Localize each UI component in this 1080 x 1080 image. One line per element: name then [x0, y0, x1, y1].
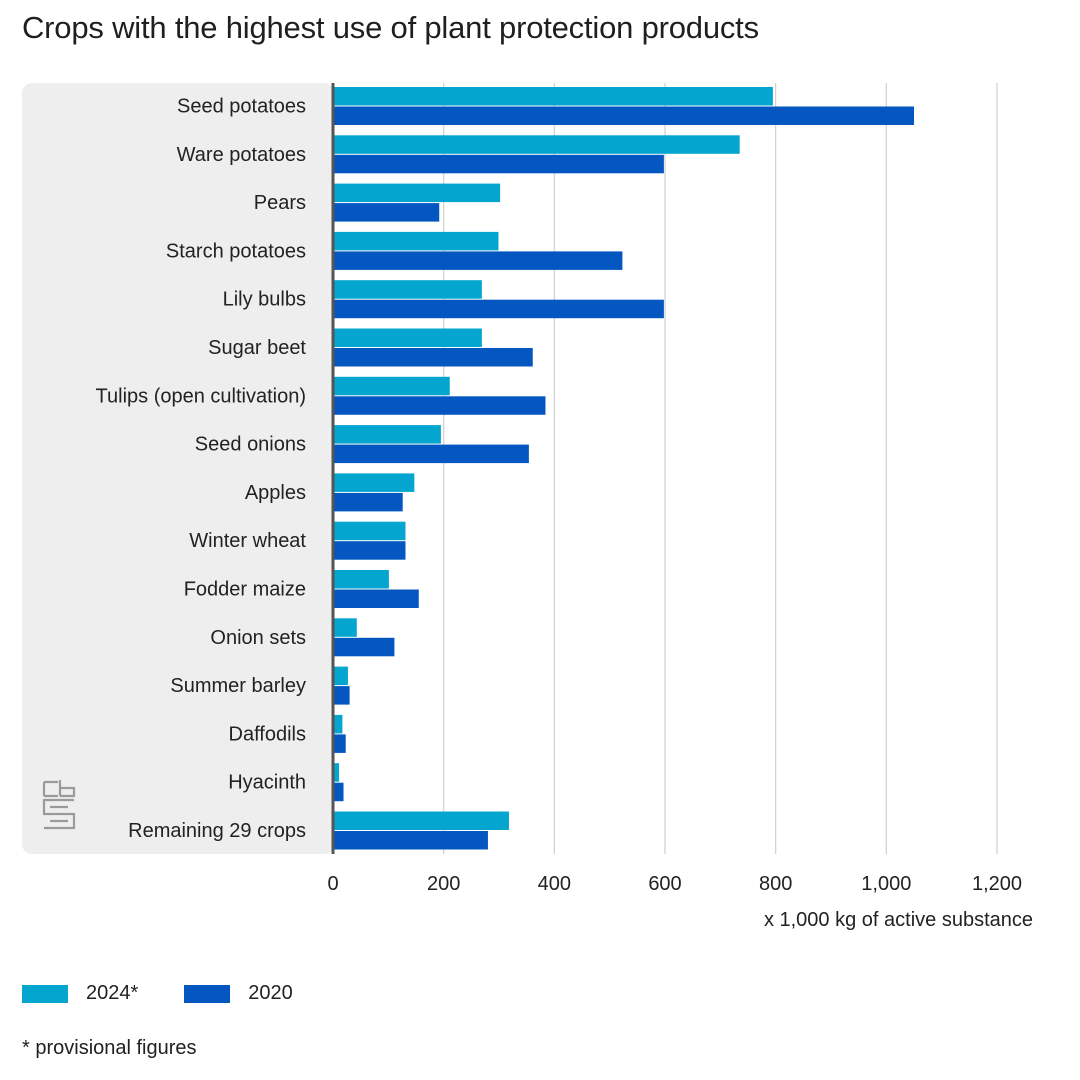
category-label: Pears: [254, 192, 306, 214]
category-label: Tulips (open cultivation): [96, 385, 306, 407]
bar-2020: [333, 492, 403, 512]
x-axis-label: x 1,000 kg of active substance: [764, 909, 1033, 931]
bar-2020: [333, 734, 346, 753]
bar-2024: [333, 521, 406, 541]
category-label: Starch potatoes: [166, 240, 306, 262]
category-label: Ware potatoes: [177, 144, 306, 166]
bar-2024: [333, 376, 450, 396]
legend-label-2024: 2024*: [86, 982, 139, 1004]
category-label: Daffodils: [229, 723, 306, 745]
category-label: Sugar beet: [208, 337, 306, 359]
legend-label-2020: 2020: [248, 982, 293, 1004]
x-tick-label: 1,000: [861, 873, 911, 895]
bar-2024: [333, 618, 357, 637]
bar-2024: [333, 425, 441, 444]
category-label: Apples: [245, 482, 306, 504]
x-tick-labels: 0 200 400 600 800 1,000 1,200: [327, 873, 1022, 895]
bar-2024: [333, 570, 389, 589]
bar-2024: [333, 473, 415, 492]
bar-2024: [333, 714, 343, 734]
chart-title: Crops with the highest use of plant prot…: [22, 10, 759, 45]
legend-swatch-2020: [184, 984, 231, 1003]
legend-item-2024: 2024*: [22, 982, 138, 1005]
bar-2020: [333, 251, 623, 270]
category-label: Onion sets: [210, 627, 306, 649]
bar-2020: [333, 444, 529, 464]
bars: [333, 87, 914, 850]
category-label: Remaining 29 crops: [128, 820, 306, 842]
category-label: Winter wheat: [189, 530, 306, 552]
category-label: Summer barley: [170, 675, 306, 697]
bar-2020: [333, 686, 350, 705]
bar-2024: [333, 280, 482, 299]
bar-2024: [333, 231, 499, 251]
bar-chart: Seed potatoes Ware potatoes Pears Starch po…: [22, 83, 1033, 931]
bar-2024: [333, 763, 340, 782]
legend: 2024* 2020: [22, 982, 293, 1005]
bar-2020: [333, 154, 664, 174]
x-tick-label: 0: [327, 873, 338, 895]
category-label: Fodder maize: [184, 579, 306, 601]
bar-2020: [333, 782, 344, 802]
bar-2020: [333, 541, 406, 560]
x-tick-label: 400: [538, 873, 571, 895]
bar-2020: [333, 299, 664, 319]
bar-2024: [333, 328, 482, 347]
gridlines: [443, 83, 998, 854]
legend-item-2020: 2020: [184, 982, 293, 1005]
cbs-logo-icon: [42, 780, 76, 830]
bar-2024: [333, 811, 509, 830]
bar-2020: [333, 203, 440, 222]
bar-2020: [333, 831, 488, 850]
x-tick-label: 200: [427, 873, 460, 895]
x-tick-label: 600: [648, 873, 681, 895]
category-label: Hyacinth: [228, 772, 306, 794]
bar-2020: [333, 589, 419, 608]
footnote: * provisional figures: [22, 1037, 197, 1059]
category-label: Seed potatoes: [177, 96, 306, 118]
bar-2024: [333, 135, 740, 154]
category-panel: [22, 83, 334, 854]
bar-2020: [333, 637, 395, 657]
category-label: Seed onions: [195, 434, 306, 456]
category-label: Lily bulbs: [223, 289, 306, 311]
x-tick-label: 1,200: [972, 873, 1022, 895]
bar-2024: [333, 183, 501, 203]
bar-2024: [333, 87, 773, 106]
bar-2020: [333, 348, 533, 367]
bar-2020: [333, 396, 546, 415]
bar-2020: [333, 106, 914, 125]
legend-swatch-2024: [22, 984, 68, 1003]
x-tick-label: 800: [759, 873, 792, 895]
category-labels: Seed potatoes Ware potatoes Pears Starch po…: [96, 96, 307, 843]
bar-2024: [333, 666, 348, 686]
